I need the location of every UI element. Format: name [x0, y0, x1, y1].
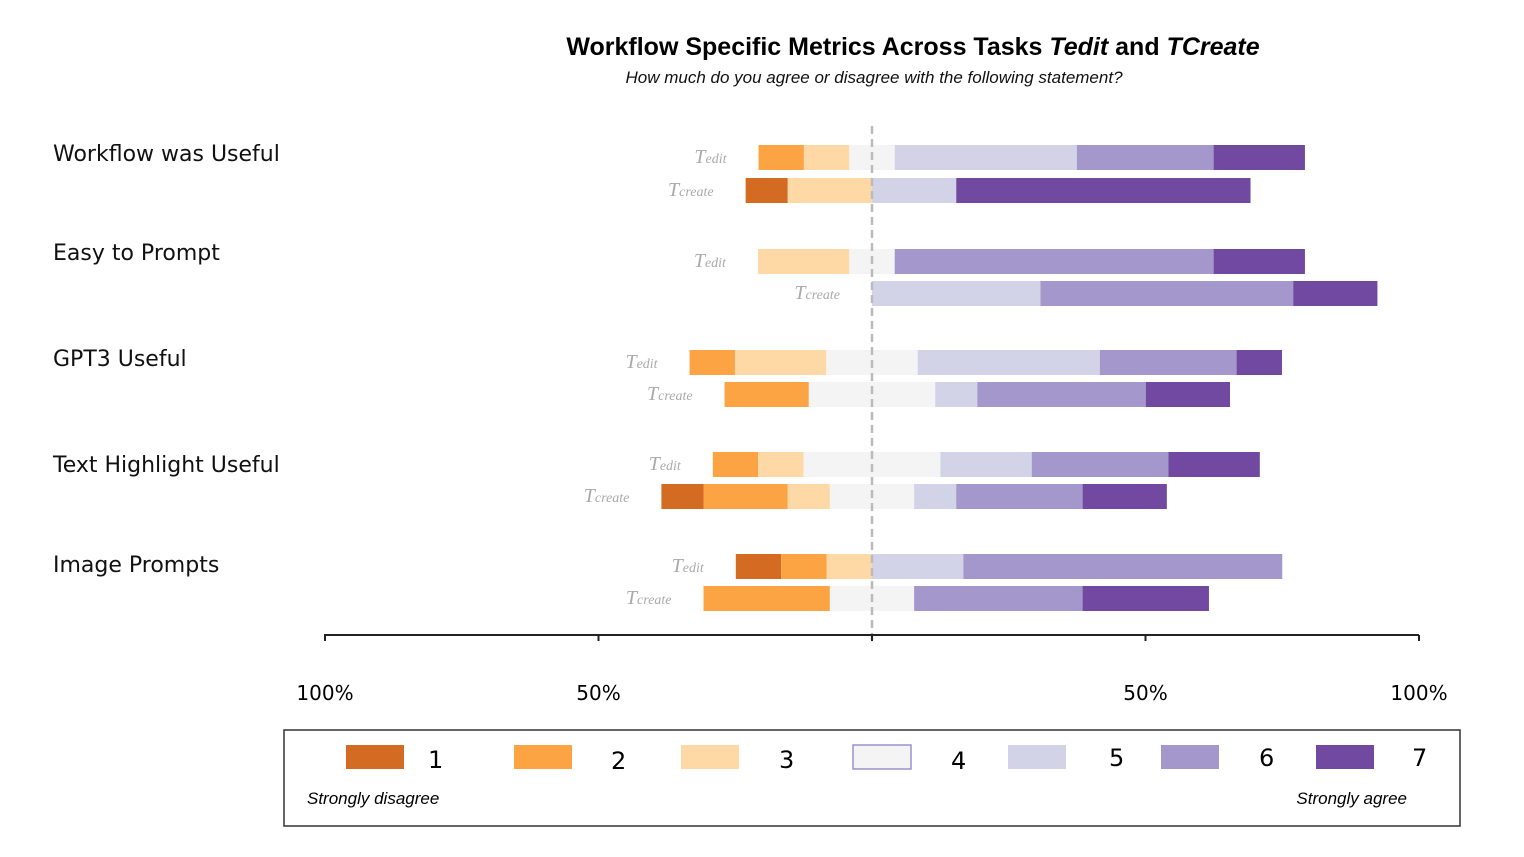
- question-label: Workflow was Useful: [53, 142, 280, 167]
- bar-segment-level-2: [758, 145, 804, 170]
- legend-swatch-7: [1316, 745, 1374, 769]
- bar-segment-level-6: [1099, 350, 1237, 375]
- bar-segment-level-6: [1076, 145, 1214, 170]
- x-tick-label: 50%: [576, 681, 620, 705]
- bar-segment-level-2: [703, 484, 788, 509]
- chart-subtitle: How much do you agree or disagree with t…: [625, 68, 1123, 87]
- bar-segment-level-5: [894, 145, 1077, 170]
- legend-label-3: 3: [779, 746, 794, 774]
- question-label: Text Highlight Useful: [52, 453, 280, 478]
- bar-segment-level-7: [1213, 145, 1305, 170]
- legend-label-5: 5: [1109, 744, 1124, 772]
- bar-segment-level-5: [917, 350, 1100, 375]
- bar-segment-level-5: [935, 382, 978, 407]
- task-label: Tcreate: [794, 282, 840, 304]
- x-tick-label: 50%: [1123, 681, 1167, 705]
- question-label: GPT3 Useful: [53, 347, 187, 372]
- bar-segment-level-7: [1236, 350, 1282, 375]
- legend-label-7: 7: [1412, 744, 1427, 772]
- bar-segment-level-5: [872, 281, 1041, 306]
- bar-segment-level-7: [1213, 249, 1305, 274]
- bar-segment-level-7: [1082, 586, 1209, 611]
- bar-segment-level-5: [914, 484, 957, 509]
- bar-segment-level-2: [781, 554, 827, 579]
- task-label: Tcreate: [584, 485, 630, 507]
- chart-title-task-a: Tedit: [1049, 33, 1109, 61]
- bar-segment-level-2: [703, 586, 830, 611]
- chart-title-task-b: TCreate: [1167, 33, 1260, 61]
- bar-segment-level-5: [872, 554, 964, 579]
- task-label: Tedit: [694, 250, 727, 272]
- task-label: Tcreate: [626, 587, 672, 609]
- bar-segment-level-2: [724, 382, 809, 407]
- task-label: Tcreate: [647, 383, 693, 405]
- bar-segment-level-3: [734, 350, 827, 375]
- legend-swatch-5: [1008, 745, 1066, 769]
- task-label: Tedit: [625, 351, 658, 373]
- bar-segment-level-3: [757, 249, 850, 274]
- bar-segment-level-3: [826, 554, 872, 579]
- x-axis: 100% 50% 50% 100%: [296, 634, 1448, 705]
- legend-left-note: Strongly disagree: [307, 789, 439, 808]
- bar-segment-level-1: [661, 484, 704, 509]
- legend-swatch-1: [346, 745, 404, 769]
- legend-label-2: 2: [611, 747, 626, 775]
- bar-segment-level-7: [1168, 452, 1260, 477]
- legend-right-note: Strongly agree: [1296, 789, 1407, 808]
- bar-segment-level-2: [689, 350, 735, 375]
- bar-segment-level-6: [956, 484, 1083, 509]
- bar-segment-level-6: [1040, 281, 1294, 306]
- x-tick-label: 100%: [1390, 681, 1447, 705]
- bar-area: [661, 145, 1378, 611]
- bar-segment-level-3: [758, 452, 804, 477]
- legend-swatch-3: [681, 745, 739, 769]
- chart-title-prefix: Workflow Specific Metrics Across Tasks: [566, 33, 1049, 61]
- bar-segment-level-3: [787, 178, 872, 203]
- bar-segment-level-1: [745, 178, 788, 203]
- bar-segment-level-6: [963, 554, 1283, 579]
- legend-swatch-2: [514, 745, 572, 769]
- bar-segment-level-6: [977, 382, 1146, 407]
- bar-segment-level-2: [712, 452, 759, 477]
- task-label: Tedit: [694, 146, 727, 168]
- bar-segment-level-7: [956, 178, 1251, 203]
- bar-segment-level-3: [787, 484, 830, 509]
- legend-box: [283, 729, 1461, 827]
- question-label: Image Prompts: [53, 553, 219, 578]
- bar-segment-level-7: [1145, 382, 1231, 407]
- bar-segment-level-7: [1082, 484, 1167, 509]
- bar-segment-level-6: [914, 586, 1083, 611]
- task-label: Tedit: [672, 555, 705, 577]
- task-label: Tedit: [649, 453, 682, 475]
- legend-swatch-4: [852, 744, 912, 770]
- task-label: Tcreate: [668, 179, 714, 201]
- x-tick-label: 100%: [296, 681, 353, 705]
- legend-swatch-6: [1161, 745, 1219, 769]
- bar-segment-level-3: [803, 145, 850, 170]
- bar-segment-level-5: [872, 178, 957, 203]
- bar-segment-level-6: [894, 249, 1214, 274]
- legend-label-4: 4: [951, 747, 966, 775]
- bar-segment-level-5: [940, 452, 1032, 477]
- bar-segment-level-7: [1293, 281, 1378, 306]
- chart-title-joiner: and: [1108, 33, 1166, 61]
- bar-segment-level-1: [735, 554, 782, 579]
- chart-title: Workflow Specific Metrics Across Tasks T…: [566, 33, 1259, 61]
- legend-label-6: 6: [1259, 744, 1274, 772]
- question-label: Easy to Prompt: [53, 241, 220, 266]
- bar-segment-level-6: [1031, 452, 1169, 477]
- legend-label-1: 1: [428, 746, 443, 774]
- legend: 1 2 3 4 5 6 7: [346, 744, 1427, 775]
